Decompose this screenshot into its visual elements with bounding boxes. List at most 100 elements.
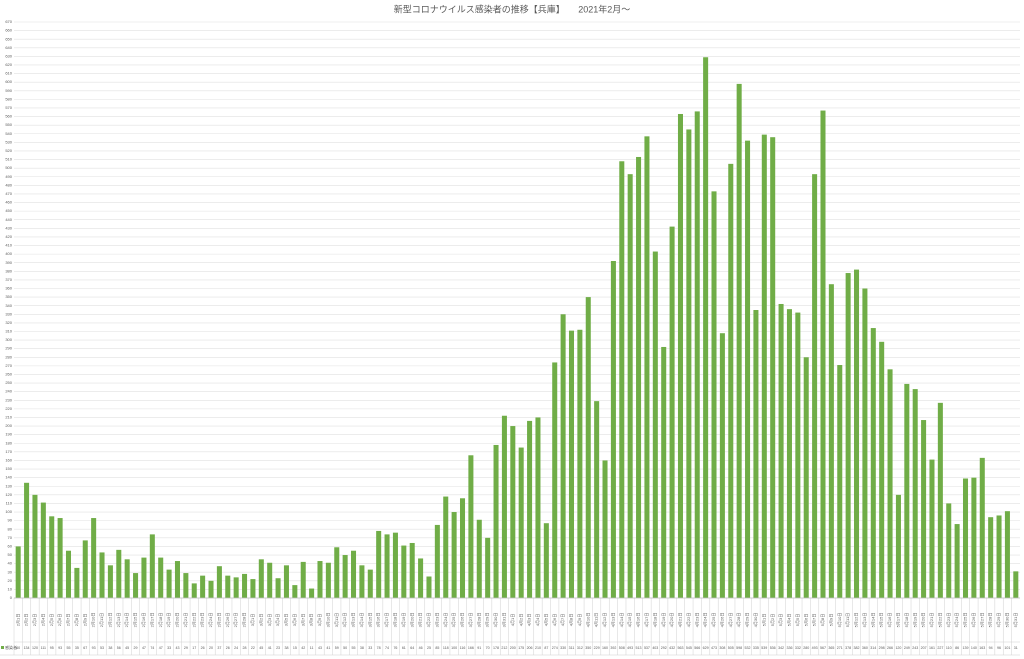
x-tick-label: 4月6日: [552, 614, 557, 626]
x-tick-label: 5月25日: [963, 613, 968, 628]
value-label: 110: [946, 646, 952, 650]
value-label: 53: [100, 646, 104, 650]
bar: [401, 545, 407, 598]
bar: [594, 401, 600, 598]
x-tick-label: 2月17日: [149, 613, 154, 628]
value-label: 212: [501, 646, 507, 650]
value-label: 33: [368, 646, 372, 650]
value-label: 536: [770, 646, 776, 650]
bar: [376, 530, 382, 598]
value-label: 56: [117, 646, 121, 650]
bar: [577, 329, 583, 598]
bar: [1004, 511, 1010, 598]
y-tick-label: 300: [5, 337, 12, 342]
bar: [351, 550, 357, 598]
value-label: 35: [75, 646, 79, 650]
x-tick-label: 2月27日: [233, 613, 238, 628]
bar: [418, 558, 424, 598]
value-label: 29: [184, 646, 188, 650]
value-label: 96: [997, 646, 1001, 650]
bar: [686, 129, 692, 598]
bar: [459, 498, 466, 598]
value-label: 55: [352, 646, 356, 650]
bar: [216, 566, 222, 598]
x-tick-label: 5月30日: [1004, 613, 1009, 628]
y-tick-label: 250: [5, 380, 12, 385]
x-tick-label: 5月13日: [862, 613, 867, 628]
bar: [107, 565, 113, 598]
y-tick-label: 420: [5, 234, 12, 239]
x-tick-label: 2月16日: [141, 613, 146, 628]
x-tick-label: 4月27日: [728, 613, 733, 628]
bar: [786, 309, 792, 598]
value-label: 59: [335, 646, 339, 650]
y-tick-label: 560: [5, 114, 12, 119]
x-tick-label: 5月29日: [996, 613, 1001, 628]
x-tick-label: 4月3日: [527, 614, 532, 626]
bar: [300, 561, 306, 598]
bar: [384, 534, 390, 598]
value-label: 61: [402, 646, 406, 650]
y-tick-label: 170: [5, 449, 12, 454]
bar: [434, 524, 440, 598]
value-label: 24: [234, 646, 238, 650]
y-tick-label: 280: [5, 354, 12, 359]
value-label: 598: [736, 646, 742, 650]
bar: [501, 415, 507, 598]
value-label: 178: [493, 646, 499, 650]
value-label: 60: [16, 646, 20, 650]
value-label: 11: [310, 646, 314, 650]
y-tick-label: 20: [8, 578, 13, 583]
x-tick-label: 5月4日: [787, 614, 792, 626]
bar: [99, 552, 105, 598]
y-tick-label: 190: [5, 432, 12, 437]
x-tick-label: 4月21日: [678, 613, 683, 628]
value-label: 42: [301, 646, 305, 650]
x-tick-label: 5月11日: [845, 613, 850, 627]
value-label: 508: [619, 646, 625, 650]
x-tick-label: 3月12日: [342, 613, 347, 628]
value-label: 100: [451, 646, 457, 650]
x-tick-label: 2月4日: [40, 614, 45, 626]
value-label: 365: [828, 646, 834, 650]
y-tick-label: 580: [5, 96, 12, 101]
x-tick-label: 4月8日: [569, 614, 574, 626]
value-label: 28: [243, 646, 247, 650]
value-label: 55: [66, 646, 70, 650]
value-label: 545: [686, 646, 692, 650]
bar: [912, 389, 918, 598]
x-tick-label: 3月4日: [275, 614, 280, 626]
bar: [988, 517, 994, 598]
y-tick-label: 520: [5, 148, 12, 153]
value-label: 26: [226, 646, 230, 650]
y-tick-label: 120: [5, 492, 12, 497]
bar: [32, 494, 38, 598]
x-tick-label: 2月15日: [133, 613, 138, 628]
bar: [644, 136, 650, 598]
bar: [828, 284, 834, 598]
x-tick-label: 5月3日: [778, 614, 783, 626]
x-tick-label: 4月20日: [669, 613, 674, 628]
x-tick-label: 5月12日: [854, 613, 859, 628]
value-label: 229: [594, 646, 600, 650]
value-label: 308: [719, 646, 725, 650]
x-tick-label: 2月5日: [49, 614, 54, 626]
value-label: 46: [419, 646, 423, 650]
x-tick-label: 5月19日: [912, 613, 917, 628]
y-tick-label: 380: [5, 268, 12, 273]
bar: [619, 161, 625, 598]
x-tick-label: 3月14日: [359, 613, 364, 628]
x-tick-label: 2月2日: [24, 614, 29, 626]
bar: [40, 502, 46, 598]
bar: [317, 561, 323, 598]
value-label: 139: [963, 646, 969, 650]
bar: [703, 57, 709, 599]
value-label: 200: [510, 646, 516, 650]
y-tick-label: 540: [5, 131, 12, 136]
value-label: 94: [989, 646, 993, 650]
value-label: 280: [803, 646, 809, 650]
value-label: 629: [703, 646, 709, 650]
x-tick-label: 5月2日: [770, 614, 775, 626]
y-tick-label: 290: [5, 346, 12, 351]
